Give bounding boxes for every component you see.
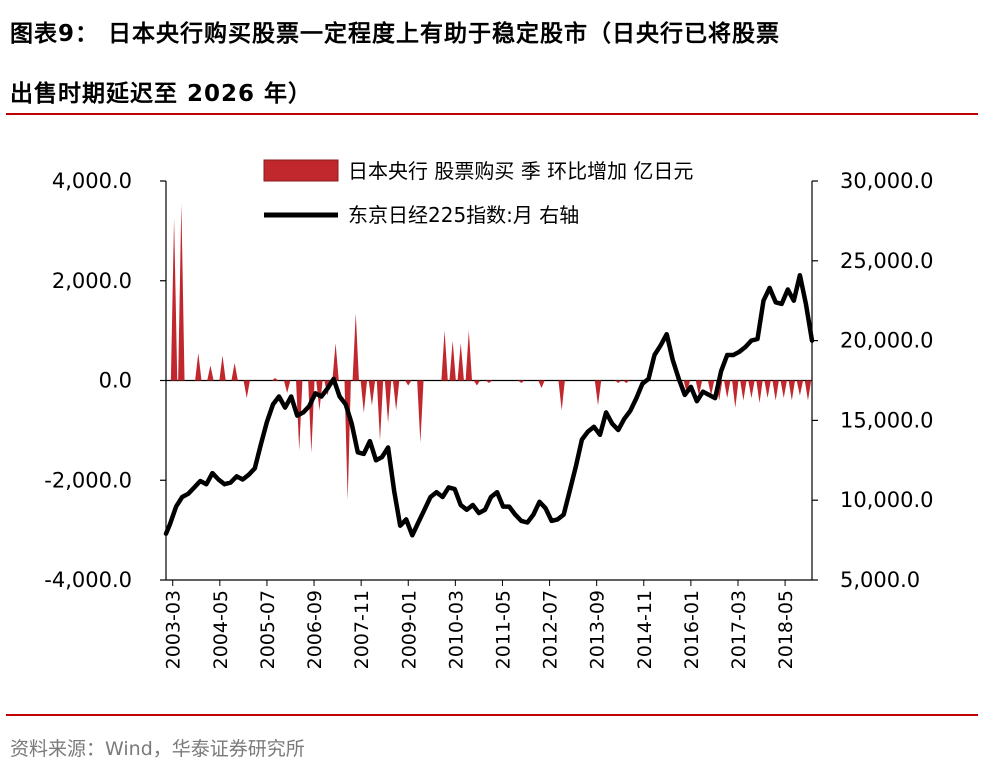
bar-mark (485, 380, 493, 383)
bar-mark (707, 380, 715, 396)
bar-mark (780, 380, 787, 398)
bar-mark (384, 380, 392, 423)
bar-mark (352, 313, 359, 381)
left-tick-label: 4,000.0 (52, 169, 132, 193)
bar-mark (449, 340, 456, 381)
left-tick-label: -4,000.0 (44, 568, 132, 592)
bar-mark (465, 330, 473, 381)
bar-mark (219, 355, 226, 381)
left-tick-label: 2,000.0 (52, 269, 132, 293)
right-tick-label: 5,000.0 (840, 568, 920, 592)
right-tick-label: 25,000.0 (840, 249, 934, 273)
bar-mark (518, 380, 525, 383)
right-tick-label: 10,000.0 (840, 488, 934, 512)
legend-bar-swatch (263, 159, 339, 182)
bar-mark (170, 218, 178, 381)
chart-area: 4,000.0 2,000.0 0.0 -2,000.0 -4,000.0 30,000.… (44, 159, 934, 669)
x-tick-label: 2017-03 (728, 590, 750, 669)
bar-mark (695, 380, 703, 396)
bar-mark (207, 365, 214, 381)
legend-bar-label: 日本央行 股票购买 季 环比增加 亿日元 (348, 159, 693, 183)
x-tick-label: 2012-07 (540, 590, 562, 669)
bar-mark (376, 380, 384, 441)
bar-mark (271, 378, 279, 381)
x-tick-label: 2013-09 (587, 590, 609, 669)
x-tick-label: 2007-11 (351, 590, 373, 669)
bar-mark (231, 363, 238, 381)
right-tick-label: 20,000.0 (840, 329, 934, 353)
bar-mark (764, 380, 771, 398)
bar-mark (417, 380, 424, 443)
bar-mark (243, 380, 250, 398)
x-tick-label: 2006-09 (304, 590, 326, 669)
bar-mark (788, 380, 796, 401)
bar-mark (405, 380, 412, 386)
bar-mark (360, 380, 368, 413)
x-tick-label: 2004-05 (210, 590, 232, 669)
x-tick-label: 2009-01 (398, 590, 420, 669)
bar-mark (724, 380, 731, 398)
left-tick-label: -2,000.0 (44, 468, 132, 492)
x-tick-label: 2011-05 (492, 590, 514, 669)
source-note: 资料来源：Wind，华泰证券研究所 (10, 738, 305, 760)
right-tick-label: 30,000.0 (840, 169, 934, 193)
bar-mark (283, 380, 291, 393)
x-tick-label: 2018-05 (775, 590, 797, 669)
x-tick-label: 2010-03 (445, 590, 467, 669)
nikkei-line (163, 272, 815, 538)
legend-line-label: 东京日经225指数:月 右轴 (348, 203, 579, 227)
bar-mark (623, 380, 630, 383)
bar-mark (683, 380, 691, 393)
bar-mark (332, 343, 339, 381)
bar-mark (457, 343, 464, 381)
x-tick-label: 2014-11 (634, 590, 656, 669)
bar-mark (756, 380, 763, 403)
bar-mark (732, 380, 739, 408)
bar-mark (195, 353, 202, 381)
right-tick-label: 15,000.0 (840, 408, 934, 432)
bar-mark (748, 380, 755, 398)
bar-mark (796, 380, 804, 396)
bar-mark (538, 380, 545, 388)
left-tick-label: 0.0 (99, 369, 132, 393)
bar-mark (368, 380, 376, 406)
bar-mark (392, 380, 400, 411)
bar-mark (178, 203, 185, 381)
top-divider (6, 113, 978, 115)
chart-title-line-2: 出售时期延迟至 2026 年） (10, 81, 313, 107)
bar-mark (308, 380, 315, 453)
bar-mark (594, 380, 602, 406)
bar-mark (558, 380, 565, 411)
bar-mark (344, 380, 351, 501)
bar-mark (804, 380, 812, 401)
bar-mark (772, 380, 779, 401)
x-tick-label: 2003-03 (163, 590, 185, 669)
bar-mark (740, 380, 747, 401)
bar-mark (473, 380, 481, 386)
bar-mark (615, 380, 622, 383)
x-tick-label: 2016-01 (681, 590, 703, 669)
chart-title-line-1: 图表9： 日本央行购买股票一定程度上有助于稳定股市（日央行已将股票 (10, 21, 781, 47)
x-tick-label: 2005-07 (257, 590, 279, 669)
bar-mark (441, 330, 448, 381)
bottom-divider (6, 714, 978, 716)
